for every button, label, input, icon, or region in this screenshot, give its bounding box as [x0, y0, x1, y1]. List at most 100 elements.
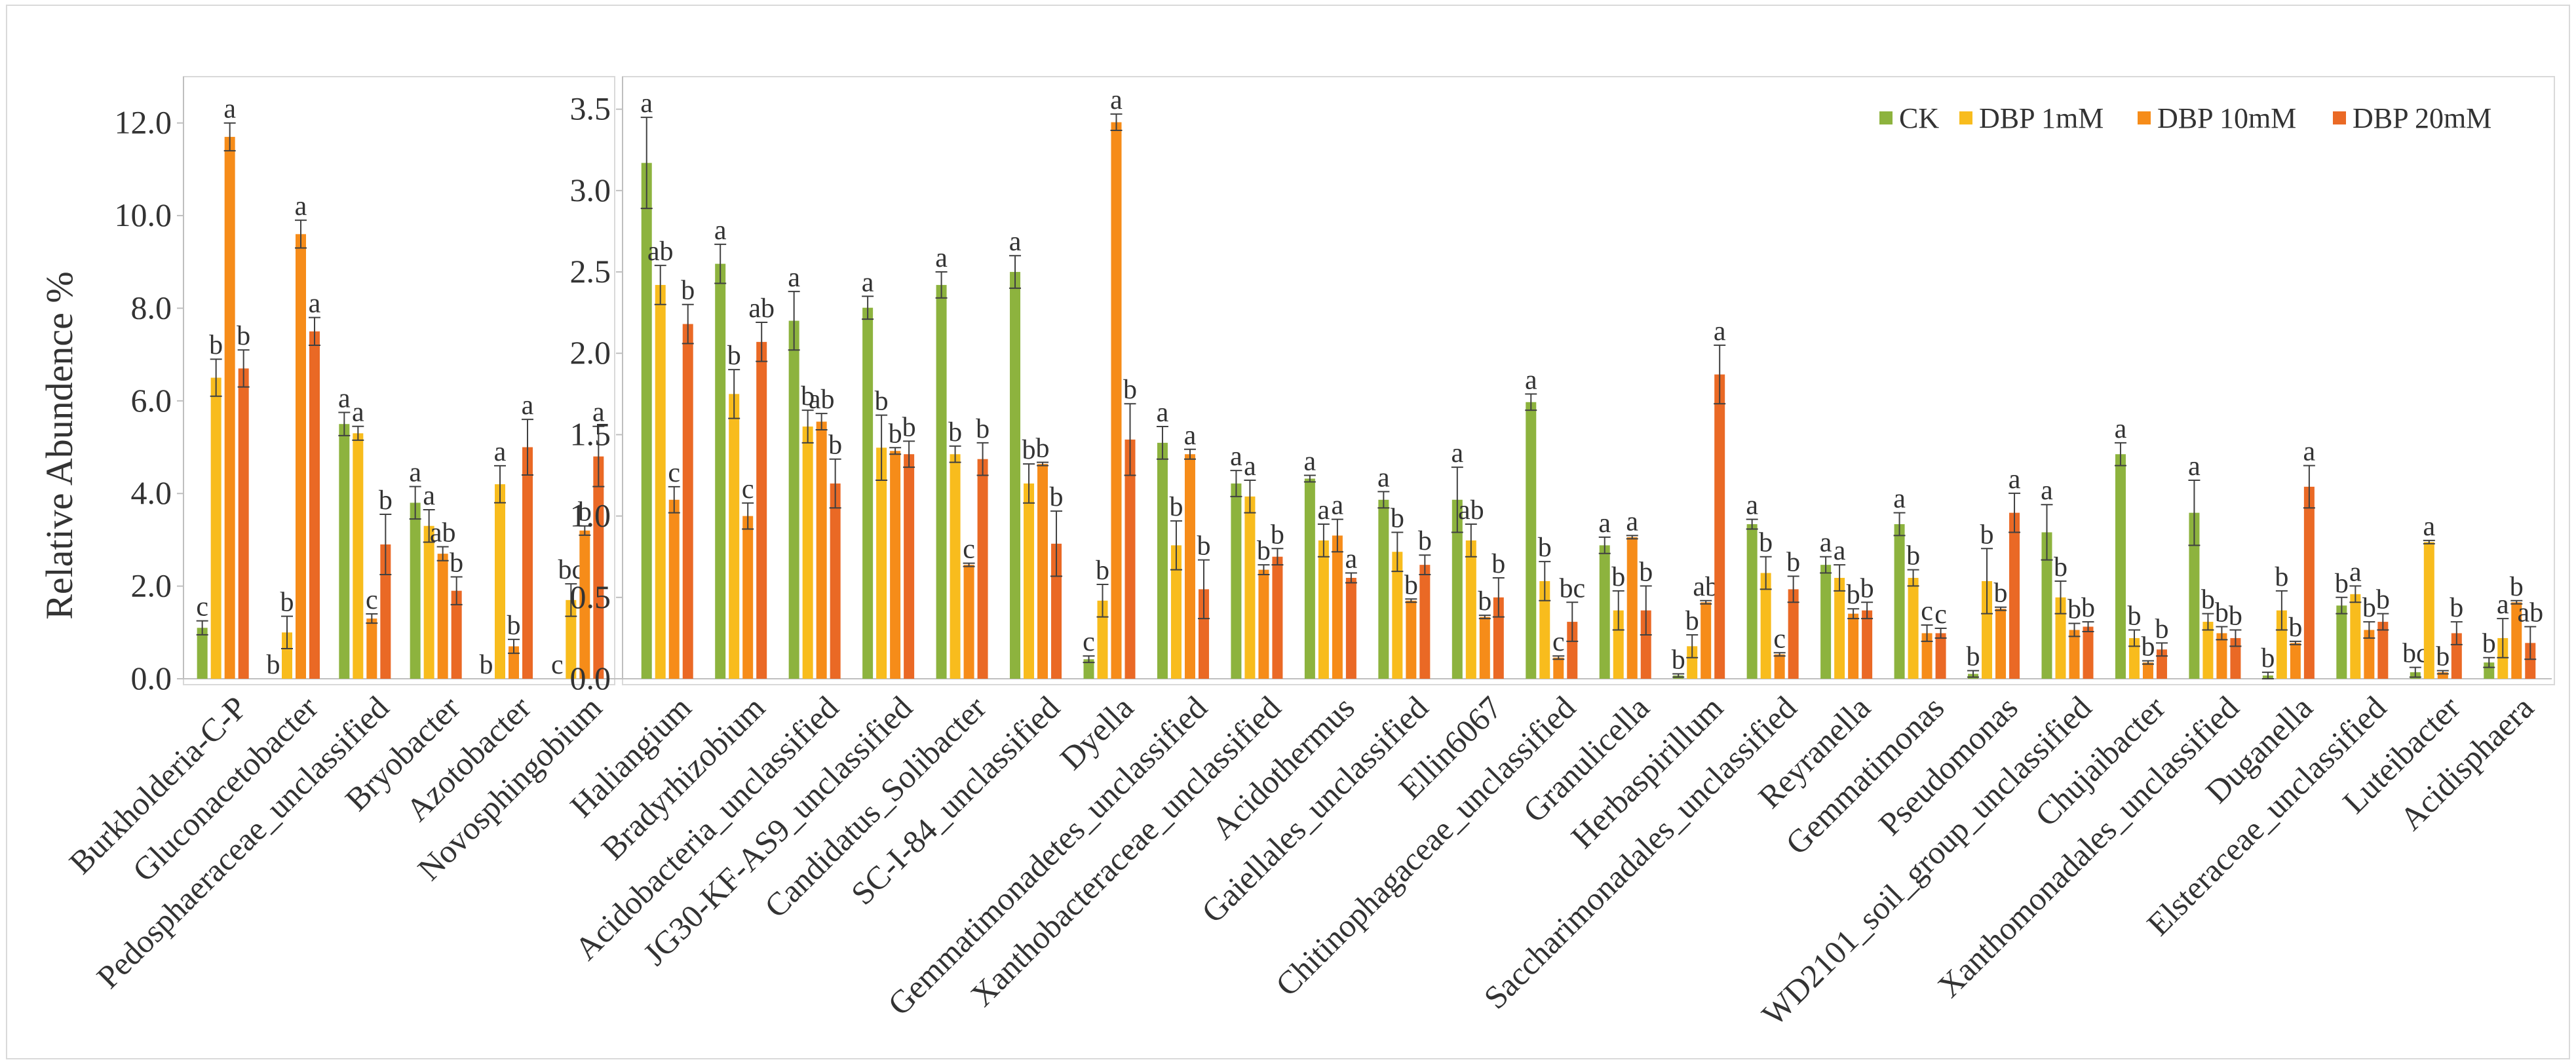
- right-significance-label: b: [2288, 613, 2302, 643]
- right-significance-label: b: [1050, 482, 1064, 512]
- right-bar-ck: [1231, 483, 1242, 679]
- right-significance-label: a: [1244, 451, 1256, 482]
- left-significance-label: a: [522, 390, 534, 421]
- right-bar-dbp-20mm: [756, 341, 767, 679]
- left-significance-label: b: [507, 611, 521, 641]
- left-bar-dbp-1mm: [210, 377, 221, 679]
- right-significance-label: b: [2376, 585, 2390, 615]
- left-significance-label: ab: [430, 518, 456, 548]
- right-y-tick-label: 1.5: [570, 415, 611, 452]
- right-significance-label: b: [1786, 548, 1800, 578]
- right-bar-dbp-1mm: [1908, 578, 1919, 679]
- right-significance-label: b: [1685, 606, 1699, 636]
- right-bar-dbp-10mm: [1332, 535, 1343, 679]
- left-bar-dbp-20mm: [309, 331, 320, 679]
- left-significance-label: a: [309, 289, 321, 319]
- right-significance-label: a: [2303, 437, 2316, 467]
- right-significance-label: a: [2423, 512, 2435, 542]
- left-significance-label: a: [423, 481, 435, 511]
- right-bar-dbp-10mm: [2511, 602, 2522, 679]
- right-significance-label: b: [2141, 632, 2155, 662]
- right-y-tick-label: 2.0: [570, 334, 611, 371]
- right-significance-label: a: [1110, 85, 1123, 115]
- right-bar-dbp-20mm: [2230, 637, 2241, 679]
- legend-label-dbp-10mm: DBP 10mM: [2157, 102, 2296, 134]
- right-bar-dbp-1mm: [1097, 600, 1108, 679]
- right-significance-label: a: [1451, 438, 1463, 468]
- left-category-label: Pedosphaeraceae_unclassified: [89, 689, 396, 996]
- left-y-tick-label: 2.0: [131, 567, 172, 604]
- right-significance-label: b: [1036, 434, 1050, 464]
- right-bar-ck: [2115, 454, 2126, 679]
- right-significance-label: a: [1598, 508, 1611, 539]
- right-bar-dbp-10mm: [890, 451, 901, 679]
- left-significance-label: b: [209, 330, 223, 360]
- right-significance-label: b: [1967, 642, 1980, 672]
- right-y-tick-label: 3.5: [570, 90, 611, 127]
- right-significance-label: a: [1332, 491, 1344, 521]
- right-bar-ck: [2336, 605, 2347, 679]
- right-bar-dbp-20mm: [1640, 610, 1651, 679]
- right-bar-dbp-20mm: [1788, 589, 1799, 679]
- right-bar-dbp-1mm: [2055, 597, 2066, 679]
- right-significance-label: b: [1169, 492, 1183, 522]
- left-bar-dbp-1mm: [353, 433, 364, 679]
- right-significance-label: b: [2436, 642, 2450, 672]
- legend-item-dbp-10mm: DBP 10mM: [2138, 102, 2296, 134]
- right-significance-label: a: [2009, 465, 2021, 495]
- left-significance-label: a: [592, 398, 605, 428]
- right-bar-dbp-1mm: [2128, 637, 2140, 679]
- left-bar-dbp-10mm: [437, 554, 448, 679]
- right-significance-label: b: [1759, 528, 1773, 558]
- right-significance-label: a: [788, 263, 800, 293]
- right-significance-label: a: [2497, 590, 2509, 620]
- right-significance-label: b: [1491, 549, 1505, 579]
- left-significance-label: b: [237, 321, 250, 351]
- right-bar-dbp-10mm: [1995, 609, 2007, 679]
- left-significance-label: b: [578, 497, 592, 527]
- right-bar-dbp-20mm: [830, 483, 841, 679]
- right-significance-label: a: [2188, 451, 2201, 482]
- left-significance-label: b: [480, 650, 493, 680]
- right-bar-dbp-1mm: [2276, 610, 2287, 679]
- right-bar-dbp-10mm: [1626, 537, 1638, 679]
- right-bar-dbp-10mm: [1701, 602, 1712, 679]
- right-bar-ck: [641, 162, 652, 679]
- right-bar-dbp-10mm: [1921, 633, 1932, 679]
- right-significance-label: b: [828, 430, 842, 461]
- right-significance-label: a: [1230, 442, 1242, 472]
- right-significance-label: c: [1934, 599, 1947, 630]
- right-significance-label: ab: [809, 385, 835, 415]
- right-significance-label: bc: [1559, 573, 1585, 603]
- legend: CK DBP 1mM DBP 10mM DBP 20mM: [1879, 102, 2491, 134]
- right-bar-dbp-1mm: [655, 284, 666, 679]
- right-bar-dbp-1mm: [1687, 646, 1698, 679]
- right-y-tick-label: 0.5: [570, 579, 611, 615]
- left-significance-label: c: [366, 585, 378, 615]
- right-significance-label: a: [1525, 365, 1537, 395]
- right-bar-ck: [1526, 402, 1537, 679]
- right-bar-dbp-1mm: [2350, 594, 2361, 679]
- legend-label-dbp-20mm: DBP 20mM: [2353, 102, 2491, 134]
- right-significance-label: c: [1552, 627, 1565, 657]
- right-bar-dbp-20mm: [2083, 626, 2094, 679]
- legend-swatch-dbp-20mm: [2333, 111, 2346, 124]
- right-significance-label: b: [2275, 562, 2288, 592]
- left-bar-ck: [410, 503, 421, 679]
- right-significance-label: c: [1773, 624, 1786, 654]
- right-significance-label: b: [2482, 629, 2496, 659]
- legend-item-dbp-1mm: DBP 1mM: [1959, 102, 2104, 134]
- right-significance-label: b: [1096, 556, 1109, 586]
- right-significance-label: b: [1611, 562, 1625, 592]
- left-bar-dbp-20mm: [522, 447, 533, 679]
- right-bar-dbp-10mm: [2437, 672, 2448, 679]
- right-bar-dbp-20mm: [977, 459, 988, 679]
- right-bar-dbp-20mm: [1198, 589, 1209, 679]
- y-axis-title: Relative Abundence %: [38, 271, 81, 620]
- right-bar-ck: [862, 307, 874, 679]
- right-bar-dbp-1mm: [802, 427, 813, 679]
- left-significance-label: c: [551, 650, 564, 680]
- right-significance-label: b: [1980, 520, 1994, 550]
- right-significance-label: b: [948, 417, 962, 447]
- left-bar-dbp-20mm: [593, 456, 604, 679]
